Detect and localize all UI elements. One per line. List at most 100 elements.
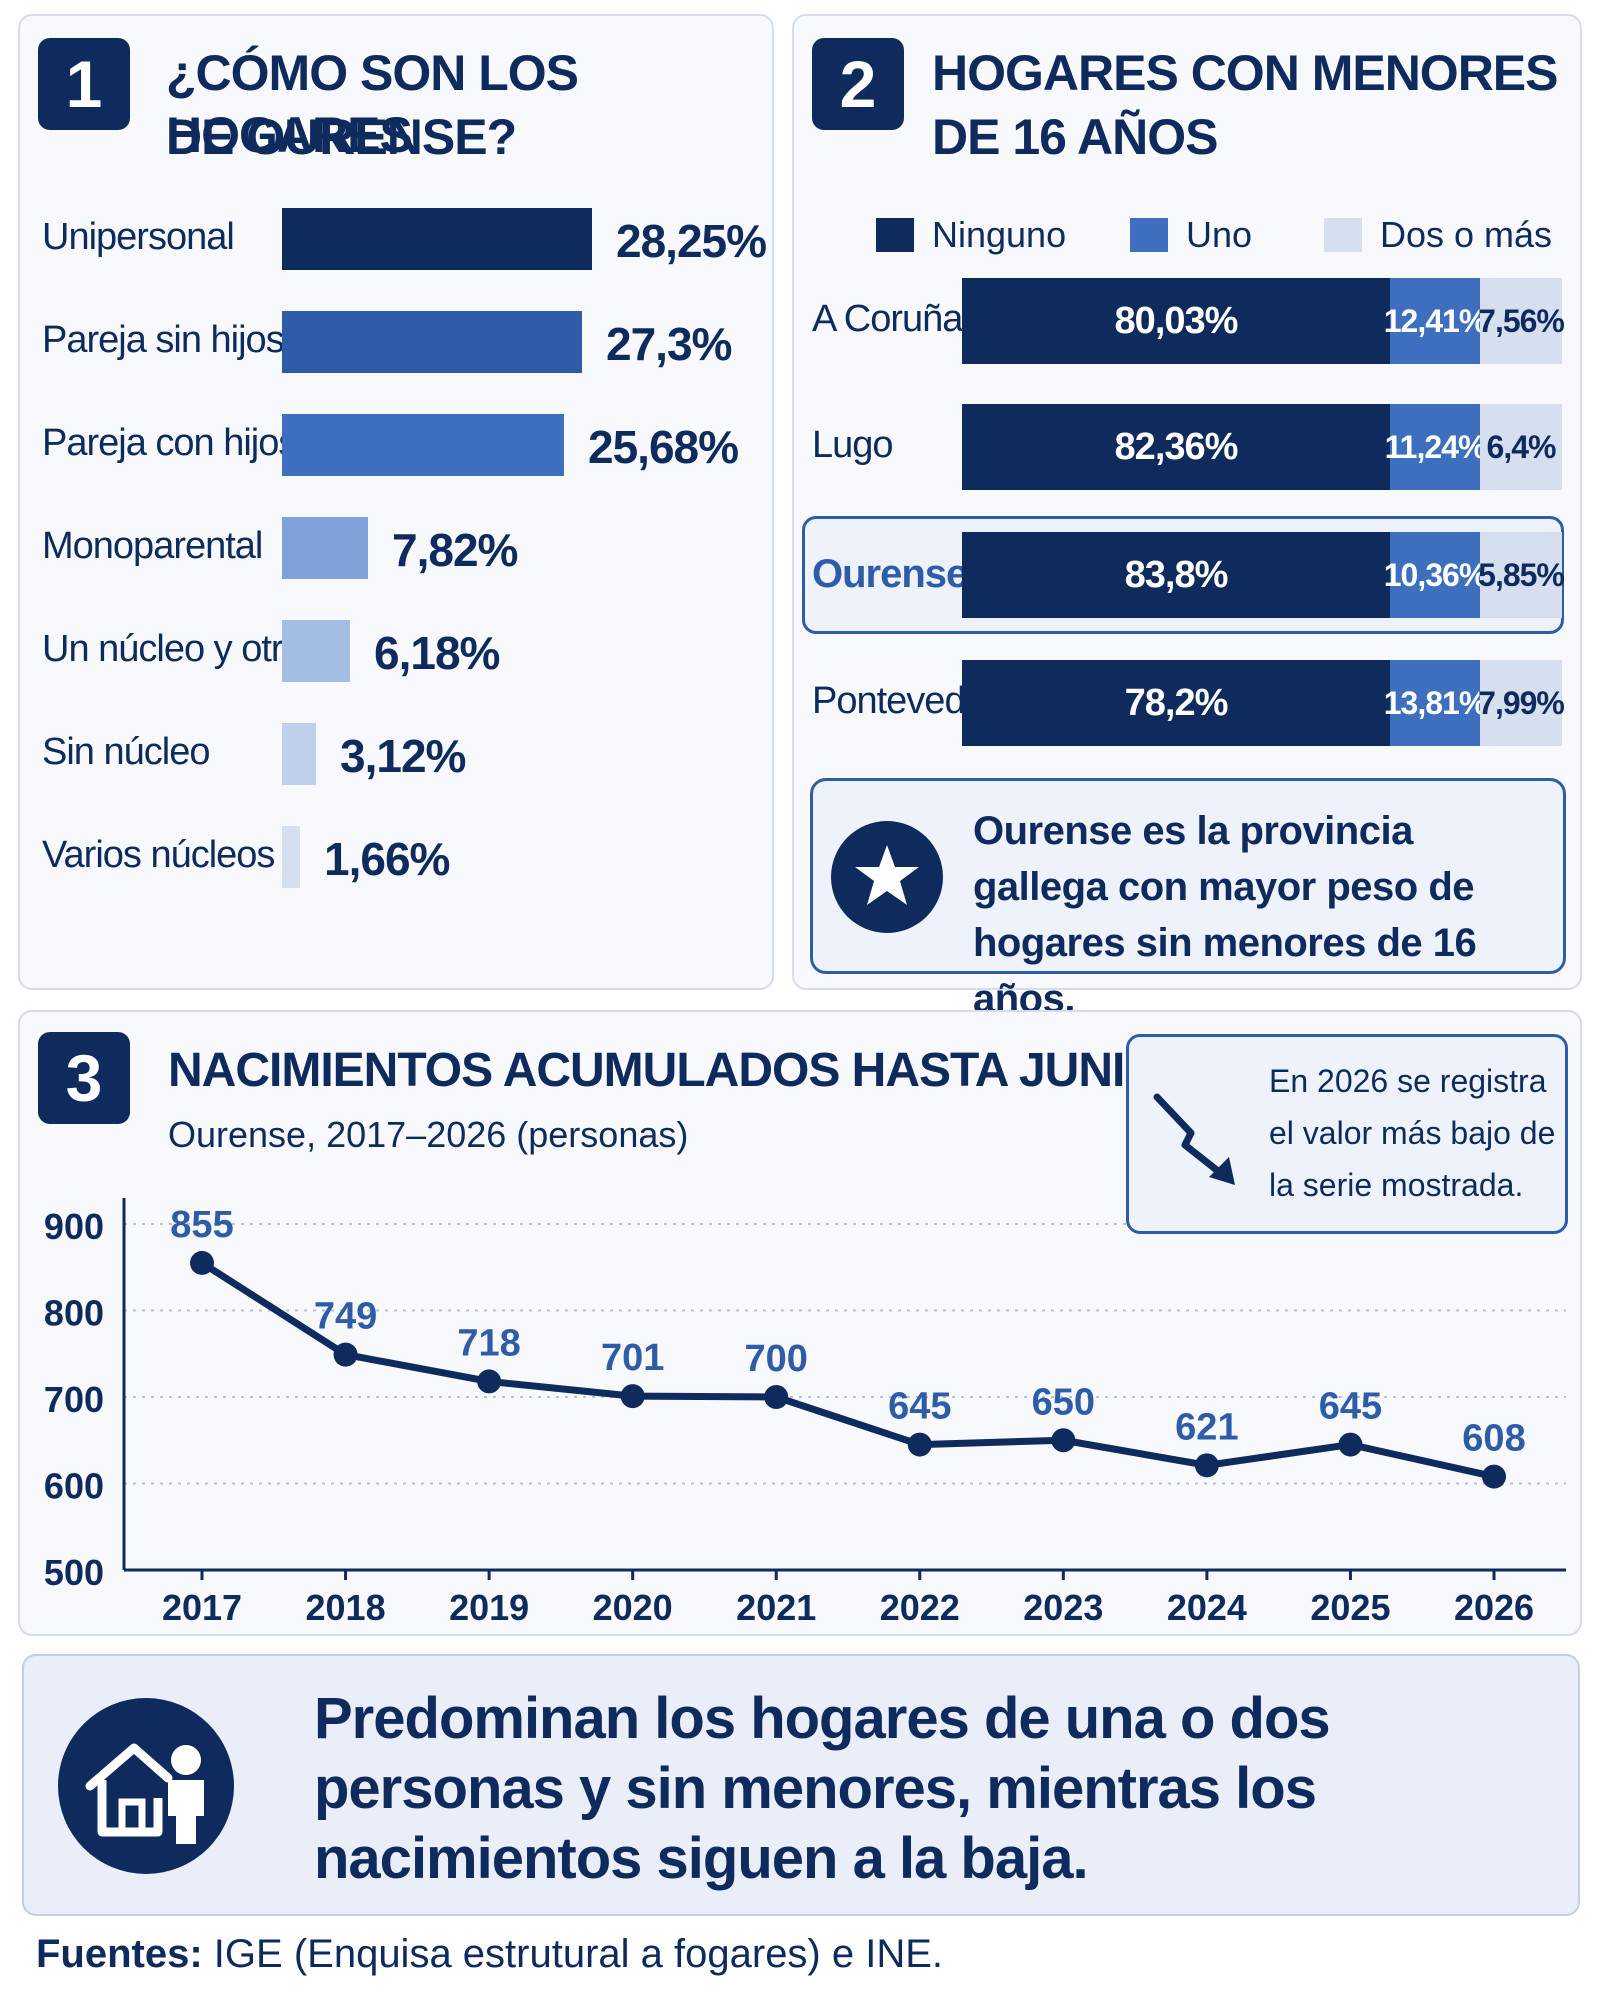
household-icon [58, 1698, 234, 1874]
bar-row-varios-nucleos: Varios núcleos 1,66% [20, 826, 772, 888]
callout-text: Ourense es la provincia gallega con mayo… [973, 809, 1477, 1021]
bar-value-label: 1,66% [324, 833, 450, 885]
ourense-callout: Ourense es la provincia gallega con mayo… [810, 778, 1566, 1021]
bar [282, 414, 564, 476]
births-panel: 3 NACIMIENTOS ACUMULADOS HASTA JUNIO Our… [18, 1010, 1582, 1636]
sources-note: Fuentes: IGE (Enquisa estrutural a fogar… [36, 1932, 943, 1977]
row-label: A Coruña [812, 298, 963, 340]
households-minors-panel: 2 HOGARES CON MENORES DE 16 AÑOS Ninguno… [792, 14, 1582, 1021]
bar-row-unipersonal: Unipersonal 28,25% [20, 208, 772, 270]
bar-value-label: 6,18% [374, 627, 500, 679]
bar-label: Monoparental [42, 525, 263, 567]
x-tick-label: 2021 [736, 1587, 816, 1628]
chart-title: NACIMIENTOS ACUMULADOS HASTA JUNIO [168, 1044, 1162, 1097]
segment-dos-o-mas: 7,56% [1478, 278, 1565, 364]
x-tick-label: 2022 [880, 1587, 960, 1628]
stacked-bar: 82,36% 11,24% 6,4% [962, 404, 1562, 490]
data-label: 645 [888, 1386, 951, 1428]
summary-text: Predominan los hogares de una o dos pers… [314, 1686, 1331, 1891]
panel-number-badge: 3 [38, 1032, 130, 1124]
y-tick-label: 500 [44, 1552, 104, 1593]
data-point [620, 1384, 645, 1409]
households-type-panel: 1 ¿CÓMO SON LOS HOGARES DE OURENSE? Unip… [18, 14, 774, 990]
y-tick-label: 700 [44, 1379, 104, 1420]
data-point [1482, 1464, 1506, 1489]
x-tick-label: 2025 [1310, 1587, 1390, 1628]
y-tick-label: 800 [44, 1293, 104, 1334]
segment-uno: 13,81% [1384, 660, 1487, 746]
x-tick-label: 2020 [593, 1587, 673, 1628]
data-label: 621 [1175, 1406, 1238, 1448]
trend-down-icon [1153, 1093, 1235, 1185]
data-point [764, 1385, 789, 1409]
bar-value-label: 3,12% [340, 730, 466, 782]
data-point [190, 1250, 214, 1275]
y-tick-label: 900 [44, 1206, 104, 1247]
bar-label: Pareja con hijos [42, 422, 297, 464]
legend-swatch [1130, 218, 1168, 252]
data-label: 855 [170, 1204, 233, 1246]
segment-ninguno: 80,03% [962, 278, 1390, 364]
data-label: 701 [601, 1337, 664, 1379]
panel-title-line1: HOGARES CON MENORES [932, 45, 1559, 101]
bar [282, 517, 368, 579]
bar-label: Un núcleo y otros [42, 628, 322, 670]
panel-title-line2: DE OURENSE? [166, 109, 517, 165]
data-point [907, 1432, 932, 1457]
x-tick-label: 2024 [1167, 1587, 1247, 1628]
row-label: Ourense [812, 552, 968, 596]
x-tick-label: 2017 [162, 1587, 242, 1628]
legend-label: Ninguno [932, 214, 1067, 255]
data-label: 749 [314, 1296, 377, 1338]
births-line-chart: 500 600 700 800 900 2017 2018 2019 2020 2021 2022 2… [44, 1198, 1566, 1628]
bar [282, 723, 316, 785]
stacked-bar: 83,8% 10,36% 5,85% [962, 532, 1565, 618]
row-label: Lugo [812, 424, 894, 466]
series-line [200, 1259, 1495, 1480]
panel-title-line1: ¿CÓMO SON LOS HOGARES [166, 45, 579, 163]
stacked-row-lugo: Lugo 82,36% 11,24% 6,4% [794, 404, 1580, 490]
stacked-row-a-coruna: A Coruña 80,03% 12,41% 7,56% [794, 278, 1580, 364]
data-point [1338, 1432, 1363, 1457]
data-point [477, 1369, 502, 1394]
y-tick-label: 600 [44, 1466, 104, 1507]
sources-label: Fuentes: [36, 1932, 203, 1976]
data-point [1051, 1428, 1076, 1453]
note-text: En 2026 se registra el valor más bajo de… [1269, 1063, 1556, 1203]
bar [282, 826, 300, 888]
legend-swatch [1324, 218, 1362, 252]
data-label: 718 [457, 1322, 520, 1364]
panel-number-badge: 1 [38, 38, 130, 130]
stacked-bar: 80,03% 12,41% 7,56% [962, 278, 1565, 364]
stacked-bar: 78,2% 13,81% 7,99% [962, 660, 1565, 746]
x-tick-label: 2018 [306, 1587, 386, 1628]
legend-label: Dos o más [1380, 214, 1553, 255]
bar-label: Pareja sin hijos [42, 319, 285, 361]
summary-banner: Predominan los hogares de una o dos pers… [22, 1654, 1580, 1916]
segment-dos-o-mas: 5,85% [1478, 532, 1565, 618]
bar-value-label: 28,25% [616, 215, 767, 267]
bar [282, 620, 350, 682]
bar [282, 208, 592, 270]
segment-dos-o-mas: 6,4% [1480, 404, 1562, 490]
data-label: 645 [1319, 1386, 1382, 1428]
x-tick-label: 2026 [1454, 1587, 1534, 1628]
star-icon [831, 821, 943, 933]
bar-label: Varios núcleos [42, 834, 275, 876]
bar-value-label: 7,82% [392, 524, 518, 576]
lowest-value-note: En 2026 se registra el valor más bajo de… [1126, 1034, 1568, 1234]
data-label: 650 [1032, 1381, 1095, 1423]
data-point [333, 1342, 358, 1367]
segment-ninguno: 82,36% [962, 404, 1390, 490]
legend-label: Uno [1186, 214, 1253, 255]
panel-title-line2: DE 16 AÑOS [932, 109, 1218, 165]
bar-label: Unipersonal [42, 216, 235, 258]
bar-row-pareja-con-hijos: Pareja con hijos 25,68% [20, 414, 772, 476]
bar-value-label: 25,68% [588, 421, 739, 473]
sources-text: IGE (Enquisa estrutural a fogares) e INE… [202, 1932, 944, 1976]
x-tick-label: 2023 [1023, 1587, 1103, 1628]
segment-ninguno: 83,8% [962, 532, 1390, 618]
x-tick-label: 2019 [449, 1587, 529, 1628]
segment-uno: 10,36% [1384, 532, 1487, 618]
bar-row-un-nucleo-y-otros: Un núcleo y otros 6,18% [20, 620, 772, 682]
